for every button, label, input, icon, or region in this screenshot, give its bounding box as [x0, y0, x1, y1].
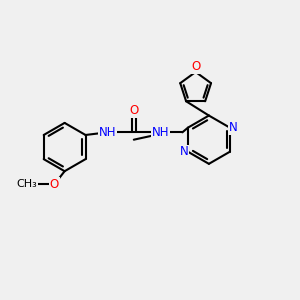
Text: NH: NH: [99, 126, 116, 139]
Text: CH₃: CH₃: [17, 179, 38, 190]
Text: O: O: [129, 104, 138, 117]
Text: N: N: [229, 121, 238, 134]
Text: O: O: [50, 178, 59, 191]
Text: O: O: [191, 60, 200, 73]
Text: N: N: [180, 145, 189, 158]
Text: NH: NH: [152, 126, 169, 139]
